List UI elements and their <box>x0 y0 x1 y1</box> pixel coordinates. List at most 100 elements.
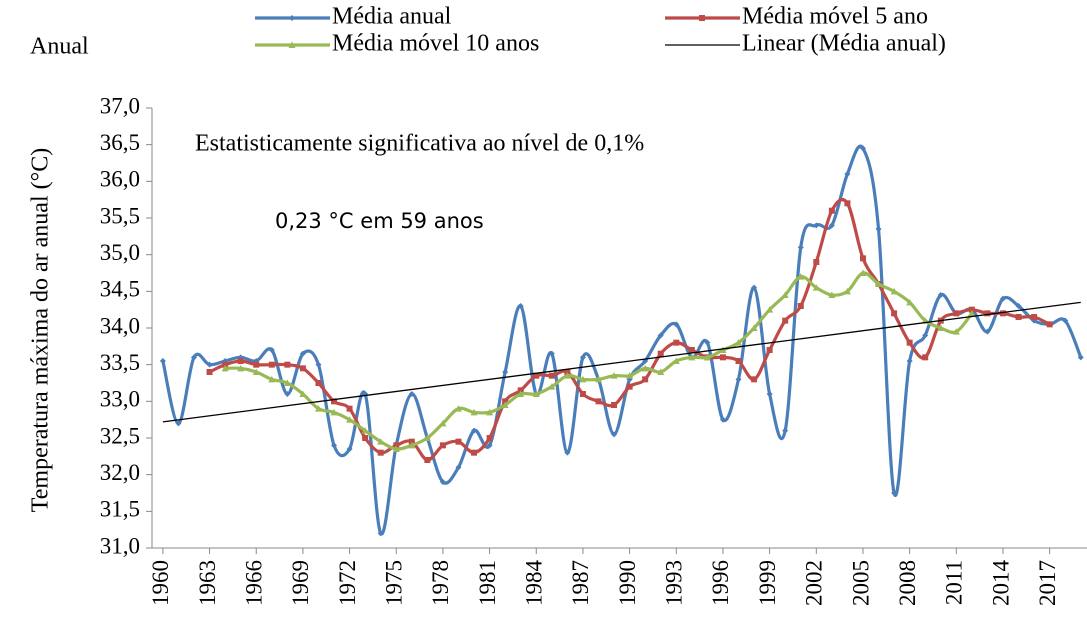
x-tick-label: 1972 <box>335 560 360 606</box>
marker <box>288 41 296 48</box>
marker <box>502 369 509 375</box>
series-line <box>161 144 1083 536</box>
marker <box>517 387 524 394</box>
y-tick-label: 37,0 <box>100 93 140 118</box>
marker <box>299 390 307 397</box>
x-tick-label: 1975 <box>382 560 407 606</box>
marker <box>891 490 898 496</box>
marker <box>672 357 680 364</box>
marker <box>906 358 913 364</box>
x-tick-label: 2008 <box>895 560 920 606</box>
marker <box>268 347 275 353</box>
marker <box>548 383 556 390</box>
x-tick-label: 1999 <box>755 560 780 606</box>
marker <box>812 284 820 291</box>
marker <box>1031 314 1038 320</box>
marker <box>782 427 789 434</box>
marker <box>611 402 618 408</box>
marker <box>532 390 540 397</box>
x-tick-label: 1993 <box>662 560 687 606</box>
marker <box>455 464 462 471</box>
marker <box>439 419 447 427</box>
marker <box>284 391 291 397</box>
marker <box>1015 314 1022 320</box>
marker <box>968 306 975 313</box>
y-tick-label: 33,0 <box>100 387 140 412</box>
marker <box>595 398 602 405</box>
marker <box>331 442 338 449</box>
marker <box>361 427 369 434</box>
marker <box>392 445 400 452</box>
marker <box>221 364 229 372</box>
marker <box>486 435 493 441</box>
marker <box>299 350 306 357</box>
x-tick-label: 1990 <box>615 560 640 606</box>
marker <box>159 358 166 364</box>
x-tick-label: 1960 <box>148 560 173 606</box>
marker <box>641 364 649 372</box>
marker <box>470 408 478 416</box>
marker <box>782 317 789 324</box>
marker <box>533 372 540 379</box>
marker <box>735 376 742 383</box>
legend-label: Média móvel 5 ano <box>742 4 928 30</box>
marker <box>657 332 664 339</box>
marker <box>564 449 571 456</box>
marker <box>875 226 882 232</box>
marker <box>377 449 384 456</box>
marker <box>844 200 851 207</box>
marker <box>751 376 758 383</box>
marker <box>626 372 634 379</box>
marker <box>719 354 726 361</box>
marker <box>890 287 898 295</box>
marker <box>610 372 618 379</box>
marker <box>299 365 306 372</box>
marker <box>859 255 866 262</box>
x-tick-label: 1987 <box>568 560 593 606</box>
marker <box>703 353 711 361</box>
marker <box>813 222 820 229</box>
x-tick-label: 2011 <box>942 560 967 605</box>
marker <box>564 369 571 375</box>
marker <box>579 375 587 383</box>
marker <box>471 427 478 434</box>
marker <box>1062 317 1069 324</box>
x-tick-label: 1966 <box>242 560 267 606</box>
x-tick-label: 1981 <box>475 560 500 606</box>
x-tick-label: 2002 <box>802 560 827 606</box>
series-line <box>208 197 1051 462</box>
marker <box>999 310 1006 317</box>
marker <box>937 324 945 331</box>
x-tick-label: 2017 <box>1035 560 1060 606</box>
marker <box>735 358 742 364</box>
marker <box>517 390 525 397</box>
marker <box>455 438 462 445</box>
y-tick-label: 35,5 <box>100 203 140 228</box>
marker <box>315 361 322 368</box>
x-tick-label: 1996 <box>708 560 733 606</box>
marker <box>501 401 509 408</box>
marker <box>984 328 991 335</box>
marker <box>315 380 322 386</box>
marker <box>952 328 960 335</box>
marker <box>626 383 633 390</box>
marker <box>222 361 229 368</box>
marker <box>408 441 416 449</box>
marker <box>766 391 773 397</box>
marker <box>346 405 353 412</box>
marker <box>289 15 295 21</box>
marker <box>191 354 198 361</box>
y-tick-label: 36,5 <box>100 130 140 155</box>
x-tick-label: 1963 <box>195 560 220 606</box>
y-tick-label: 32,0 <box>100 460 140 485</box>
legend-label: Média móvel 10 anos <box>332 31 539 57</box>
marker <box>206 361 213 368</box>
marker <box>688 353 696 361</box>
series-line <box>225 271 974 451</box>
marker <box>843 287 851 295</box>
marker <box>454 405 462 412</box>
y-tick-label: 32,5 <box>100 423 140 448</box>
marker <box>377 438 385 445</box>
marker <box>284 361 291 368</box>
marker <box>237 358 244 364</box>
